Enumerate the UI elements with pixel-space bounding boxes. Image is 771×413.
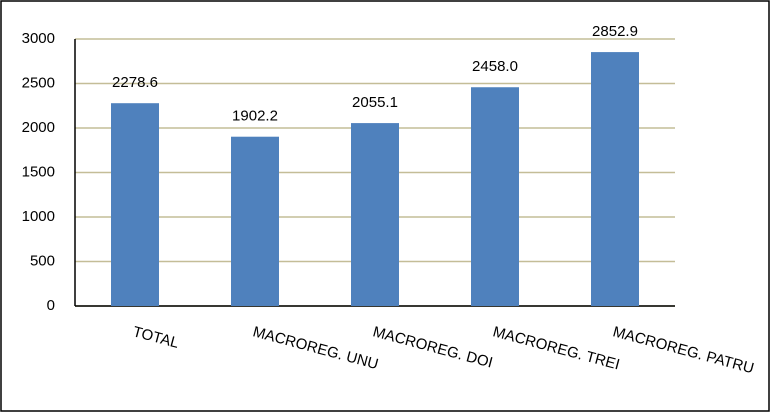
bar — [111, 103, 159, 307]
bar — [591, 52, 639, 306]
y-tick-label: 2000 — [22, 119, 55, 136]
y-tick-label: 0 — [47, 297, 55, 314]
data-label: 2055.1 — [352, 94, 398, 111]
y-tick-label: 1000 — [22, 208, 55, 225]
y-tick-label: 2500 — [22, 74, 55, 91]
bar — [471, 87, 519, 306]
y-tick-label: 3000 — [22, 30, 55, 47]
bar — [231, 136, 279, 306]
data-label: 1902.2 — [232, 108, 278, 125]
y-tick-label: 500 — [30, 252, 55, 269]
y-tick-label: 1500 — [22, 163, 55, 180]
data-label: 2852.9 — [592, 23, 638, 40]
data-label: 2278.6 — [112, 74, 158, 91]
bar — [351, 123, 399, 306]
data-label: 2458.0 — [472, 58, 518, 75]
